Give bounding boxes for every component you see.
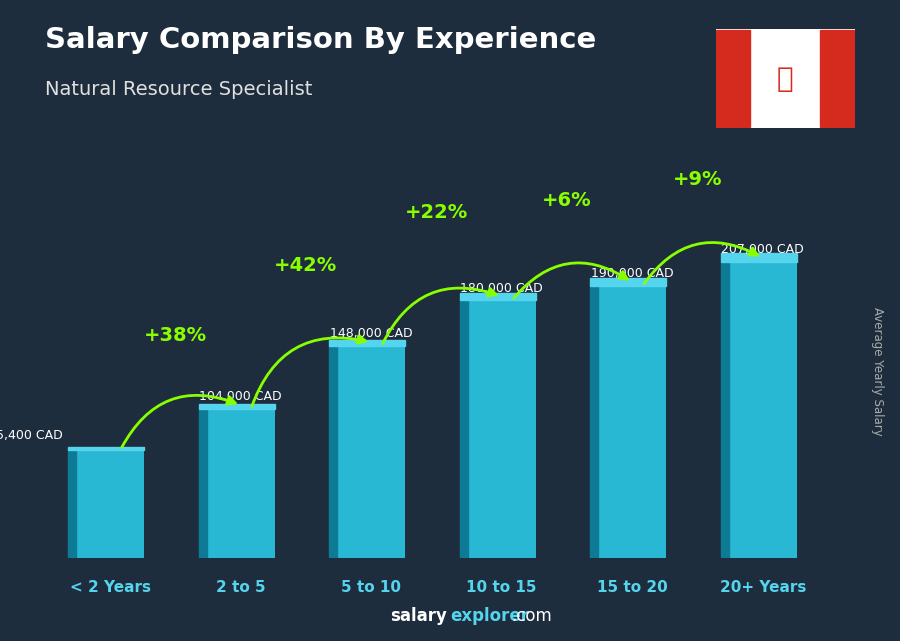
Bar bbox=[598, 286, 666, 558]
Text: 207,000 CAD: 207,000 CAD bbox=[722, 243, 804, 256]
FancyArrowPatch shape bbox=[382, 288, 496, 344]
Bar bbox=[716, 30, 751, 127]
FancyArrowPatch shape bbox=[644, 242, 758, 284]
Text: < 2 Years: < 2 Years bbox=[70, 580, 151, 595]
FancyBboxPatch shape bbox=[714, 28, 857, 129]
Bar bbox=[329, 346, 338, 558]
Bar bbox=[460, 300, 468, 558]
FancyArrowPatch shape bbox=[514, 263, 627, 298]
Bar bbox=[207, 409, 274, 558]
Bar bbox=[76, 450, 144, 558]
Text: 10 to 15: 10 to 15 bbox=[466, 580, 537, 595]
Bar bbox=[338, 346, 405, 558]
Text: Natural Resource Specialist: Natural Resource Specialist bbox=[45, 80, 312, 99]
Bar bbox=[721, 253, 796, 262]
Text: 15 to 20: 15 to 20 bbox=[597, 580, 668, 595]
Text: Salary Comparison By Experience: Salary Comparison By Experience bbox=[45, 26, 596, 54]
Bar bbox=[721, 262, 729, 558]
FancyArrowPatch shape bbox=[122, 395, 235, 447]
Bar bbox=[199, 409, 207, 558]
Text: explorer: explorer bbox=[450, 607, 529, 625]
Bar bbox=[199, 404, 274, 409]
Bar bbox=[68, 450, 76, 558]
Text: 2 to 5: 2 to 5 bbox=[216, 580, 266, 595]
Text: +22%: +22% bbox=[405, 203, 468, 222]
Text: 🍁: 🍁 bbox=[777, 65, 794, 92]
Bar bbox=[468, 300, 536, 558]
Text: 190,000 CAD: 190,000 CAD bbox=[591, 267, 673, 280]
Text: 180,000 CAD: 180,000 CAD bbox=[461, 281, 543, 295]
Text: 148,000 CAD: 148,000 CAD bbox=[330, 328, 412, 340]
Text: .com: .com bbox=[511, 607, 552, 625]
Text: 20+ Years: 20+ Years bbox=[720, 580, 806, 595]
Bar bbox=[590, 286, 598, 558]
Text: +42%: +42% bbox=[274, 256, 338, 275]
Text: salary: salary bbox=[391, 607, 447, 625]
Bar bbox=[460, 292, 536, 300]
Bar bbox=[820, 30, 854, 127]
Text: 5 to 10: 5 to 10 bbox=[341, 580, 401, 595]
Text: +38%: +38% bbox=[144, 326, 207, 345]
Text: Average Yearly Salary: Average Yearly Salary bbox=[871, 308, 884, 436]
Bar bbox=[329, 340, 405, 346]
Text: 75,400 CAD: 75,400 CAD bbox=[0, 429, 63, 442]
Bar bbox=[729, 262, 796, 558]
Text: +9%: +9% bbox=[673, 170, 722, 189]
Bar bbox=[68, 447, 144, 450]
Text: 104,000 CAD: 104,000 CAD bbox=[200, 390, 282, 403]
Text: +6%: +6% bbox=[542, 192, 592, 210]
FancyArrowPatch shape bbox=[252, 336, 365, 406]
Bar bbox=[590, 278, 666, 286]
